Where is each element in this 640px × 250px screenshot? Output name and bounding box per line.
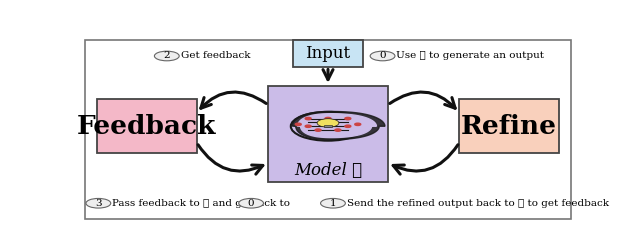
Circle shape — [345, 125, 351, 128]
Polygon shape — [292, 112, 385, 140]
Text: Pass feedback to ℳ and go back to: Pass feedback to ℳ and go back to — [112, 199, 291, 208]
Bar — [269, 86, 388, 182]
Circle shape — [315, 129, 321, 131]
Text: Input: Input — [305, 44, 351, 62]
Circle shape — [239, 198, 264, 208]
Circle shape — [295, 123, 301, 126]
Circle shape — [345, 118, 351, 120]
Polygon shape — [298, 114, 376, 138]
Bar — [97, 99, 196, 153]
Bar — [293, 40, 363, 66]
Circle shape — [305, 125, 311, 128]
Circle shape — [325, 118, 331, 120]
Circle shape — [370, 51, 395, 61]
Circle shape — [335, 129, 341, 131]
Text: 3: 3 — [95, 199, 102, 208]
Text: Use ℳ to generate an output: Use ℳ to generate an output — [396, 52, 545, 60]
Circle shape — [305, 118, 311, 120]
Text: 1: 1 — [330, 199, 336, 208]
Circle shape — [86, 198, 111, 208]
Text: Refine: Refine — [461, 114, 557, 139]
Text: Get feedback: Get feedback — [181, 52, 251, 60]
Bar — [324, 124, 332, 127]
Bar — [460, 99, 559, 153]
Text: 2: 2 — [163, 52, 170, 60]
Text: Model ℳ: Model ℳ — [294, 162, 362, 179]
Text: Send the refined output back to ℳ to get feedback: Send the refined output back to ℳ to get… — [347, 199, 609, 208]
Circle shape — [355, 123, 361, 126]
Circle shape — [321, 198, 346, 208]
Text: Feedback: Feedback — [77, 114, 217, 139]
Circle shape — [154, 51, 179, 61]
Text: 0: 0 — [380, 52, 386, 60]
Text: 0: 0 — [248, 199, 255, 208]
Circle shape — [317, 119, 339, 127]
